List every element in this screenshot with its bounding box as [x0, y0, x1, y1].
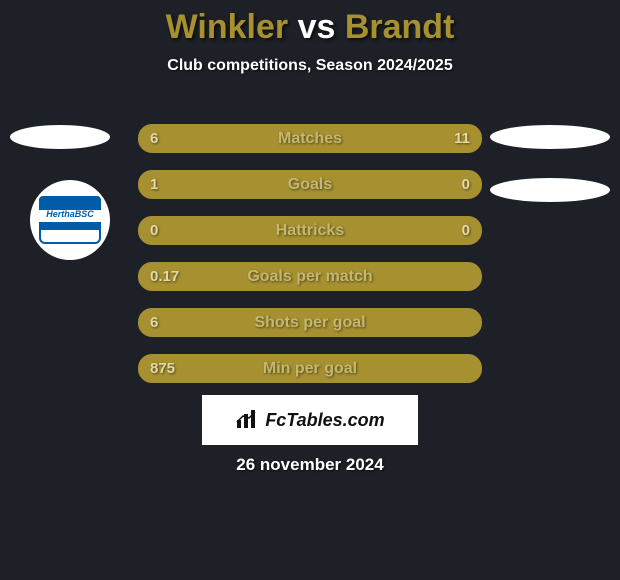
- branding-text: FcTables.com: [265, 410, 384, 431]
- stat-value-left: 6: [150, 126, 158, 151]
- date-text: 26 november 2024: [0, 455, 620, 475]
- club-badge-hertha: HerthaBSC: [30, 180, 110, 260]
- stat-bar: Matches6 11: [138, 124, 482, 153]
- stat-label: Min per goal: [140, 356, 480, 381]
- stat-bar: Goals per match0.17: [138, 262, 482, 291]
- stat-bar: Min per goal875: [138, 354, 482, 383]
- stat-label: Goals: [140, 172, 480, 197]
- stat-bar: Hattricks0 0: [138, 216, 482, 245]
- chart-icon: [235, 410, 259, 430]
- stat-value-right: 0: [462, 172, 470, 197]
- player1-placeholder-ellipse: [10, 125, 110, 149]
- player2-placeholder-ellipse-1: [490, 125, 610, 149]
- player2-placeholder-ellipse-2: [490, 178, 610, 202]
- stat-label: Matches: [140, 126, 480, 151]
- stat-value-left: 0: [150, 218, 158, 243]
- stat-value-left: 1: [150, 172, 158, 197]
- player2-name: Brandt: [345, 8, 455, 46]
- stat-value-left: 875: [150, 356, 175, 381]
- stat-value-left: 6: [150, 310, 158, 335]
- stat-bar: Shots per goal6: [138, 308, 482, 337]
- stat-label: Hattricks: [140, 218, 480, 243]
- stats-bars-container: Matches611Goals10Hattricks00Goals per ma…: [138, 124, 482, 400]
- vs-text: vs: [298, 8, 336, 46]
- subtitle: Club competitions, Season 2024/2025: [0, 57, 620, 75]
- club-badge-label: HerthaBSC: [39, 209, 101, 219]
- comparison-title: Winkler vs Brandt: [0, 0, 620, 47]
- branding-box: FcTables.com: [202, 395, 418, 445]
- stat-bar: Goals1 0: [138, 170, 482, 199]
- player1-name: Winkler: [166, 8, 289, 46]
- stat-value-right: 11: [454, 126, 470, 151]
- stat-label: Goals per match: [140, 264, 480, 289]
- stat-label: Shots per goal: [140, 310, 480, 335]
- stat-value-left: 0.17: [150, 264, 179, 289]
- stat-value-right: 0: [462, 218, 470, 243]
